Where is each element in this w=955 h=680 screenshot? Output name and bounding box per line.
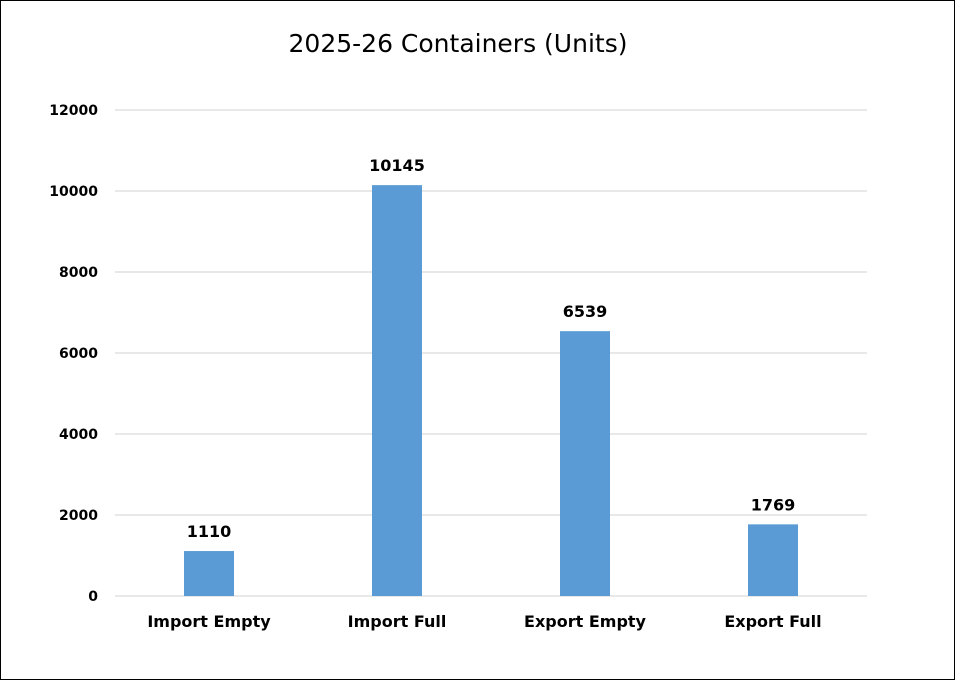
data-label: 1769 — [751, 495, 796, 514]
bars — [184, 185, 798, 596]
bar — [560, 331, 610, 596]
data-label: 6539 — [563, 302, 608, 321]
data-labels: 1110 10145 6539 1769 — [187, 156, 796, 541]
x-axis-labels: Import Empty Import Full Export Empty Expor… — [147, 612, 821, 631]
x-tick-label: Import Full — [348, 612, 447, 631]
y-tick-label: 12000 — [49, 103, 98, 119]
data-label: 1110 — [187, 522, 232, 541]
y-tick-label: 6000 — [59, 346, 98, 362]
x-tick-label: Import Empty — [147, 612, 271, 631]
y-axis-ticks: 0 2000 4000 6000 8000 10000 12000 — [49, 103, 98, 605]
y-tick-label: 10000 — [49, 184, 98, 200]
bar — [372, 185, 422, 596]
y-tick-label: 0 — [88, 589, 98, 605]
x-tick-label: Export Full — [724, 612, 821, 631]
y-tick-label: 2000 — [59, 508, 98, 524]
y-tick-label: 4000 — [59, 427, 98, 443]
chart-title: 2025-26 Containers (Units) — [289, 29, 628, 58]
bar — [184, 551, 234, 596]
data-label: 10145 — [369, 156, 425, 175]
gridlines — [115, 109, 867, 597]
bar — [748, 524, 798, 596]
x-tick-label: Export Empty — [524, 612, 647, 631]
y-tick-label: 8000 — [59, 265, 98, 281]
